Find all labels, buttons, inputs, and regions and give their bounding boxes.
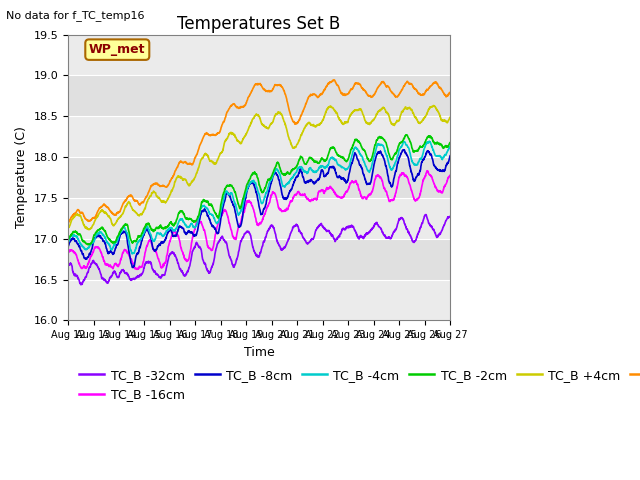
Bar [68, 198, 450, 239]
Legend: TC_B -32cm, TC_B -16cm, TC_B -8cm, TC_B -4cm, TC_B -2cm, TC_B +4cm, TC_B +8cm: TC_B -32cm, TC_B -16cm, TC_B -8cm, TC_B … [74, 364, 640, 406]
Bar [68, 280, 450, 321]
X-axis label: Time: Time [244, 346, 275, 359]
Bar [68, 116, 450, 157]
Y-axis label: Temperature (C): Temperature (C) [15, 127, 28, 228]
Title: Temperatures Set B: Temperatures Set B [177, 15, 340, 33]
Bar [68, 35, 450, 75]
Text: No data for f_TC_temp16: No data for f_TC_temp16 [6, 10, 145, 21]
Text: WP_met: WP_met [89, 43, 145, 56]
